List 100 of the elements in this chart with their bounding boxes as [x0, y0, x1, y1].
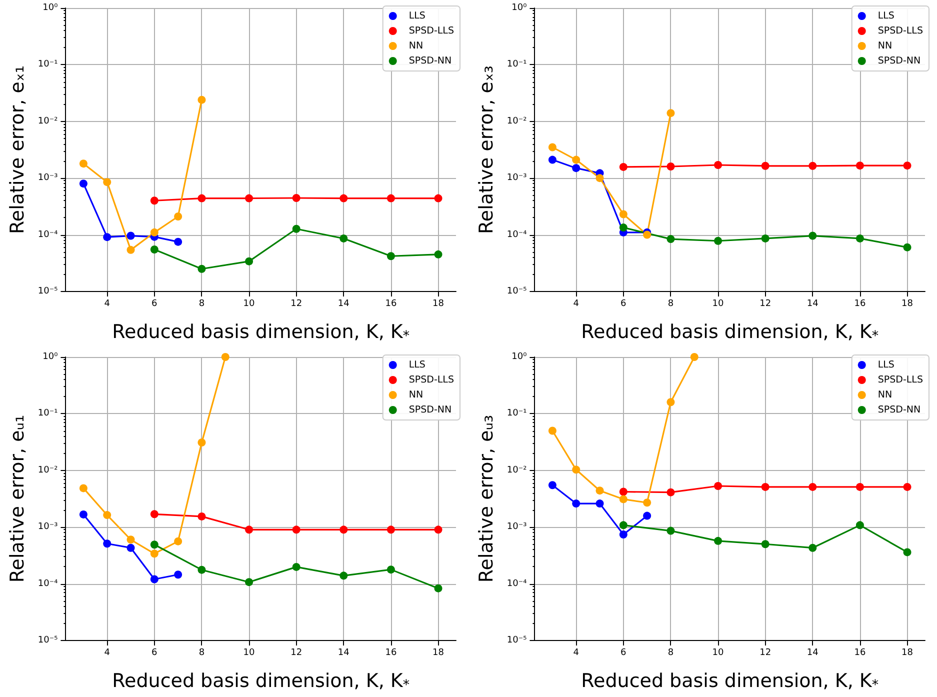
point — [150, 196, 158, 205]
y-tick-label: 10⁻⁴ — [506, 578, 528, 589]
legend-label: SPSD-LLS — [408, 374, 454, 386]
point — [619, 224, 628, 232]
point — [292, 194, 300, 202]
point — [666, 109, 675, 118]
point — [434, 526, 442, 534]
y-tick-label: 10⁻⁵ — [38, 286, 58, 296]
point — [245, 526, 254, 534]
point — [761, 540, 770, 548]
legend-label: NN — [408, 40, 424, 52]
point — [340, 572, 348, 580]
x-axis-title: Reduced basis dimension, K, K* — [581, 670, 879, 693]
point — [150, 510, 158, 518]
point — [761, 162, 770, 170]
legend-label: LLS — [878, 10, 894, 22]
point — [434, 250, 442, 258]
point — [150, 228, 158, 236]
point — [619, 162, 628, 171]
point — [79, 510, 88, 518]
x-tick-label: 12 — [760, 298, 772, 309]
x-tick-label: 18 — [432, 648, 444, 658]
point — [572, 164, 580, 172]
y-tick-label: 10⁻¹ — [506, 60, 528, 70]
point — [174, 537, 182, 546]
point — [761, 482, 770, 491]
point — [150, 550, 158, 558]
legend-label: SPSD-NN — [408, 56, 452, 66]
point — [619, 530, 628, 538]
x-tick-label: 10 — [243, 298, 256, 309]
point — [619, 495, 628, 504]
point — [714, 482, 722, 490]
point — [434, 194, 442, 202]
point — [572, 156, 580, 164]
point — [666, 526, 675, 535]
point — [434, 584, 442, 592]
x-tick-label: 4 — [104, 648, 110, 658]
point — [856, 521, 864, 530]
legend-label: SPSD-LLS — [878, 374, 924, 386]
x-tick-label: 8 — [668, 298, 674, 309]
point — [150, 540, 158, 549]
x-tick-label: 16 — [854, 298, 866, 309]
x-tick-label: 6 — [620, 648, 627, 658]
point — [103, 233, 112, 242]
point — [198, 566, 206, 574]
point — [666, 235, 675, 244]
point — [714, 536, 722, 545]
point — [245, 578, 254, 586]
point — [903, 243, 912, 252]
legend-label: SPSD-NN — [878, 56, 921, 66]
y-tick-label: 10⁻² — [38, 465, 58, 476]
point — [690, 353, 698, 361]
point — [643, 498, 652, 507]
point — [666, 398, 675, 406]
y-tick-label: 10⁻⁵ — [506, 635, 528, 646]
x-tick-label: 6 — [620, 298, 627, 309]
x-tick-label: 14 — [338, 298, 350, 309]
y-tick-label: 10⁻³ — [38, 522, 58, 532]
x-tick-label: 10 — [243, 648, 256, 658]
point — [245, 257, 254, 266]
y-tick-label: 10⁰ — [42, 352, 58, 362]
point — [808, 482, 817, 491]
point — [386, 252, 395, 260]
x-tick-label: 12 — [290, 648, 302, 658]
point — [596, 174, 604, 182]
point — [198, 96, 206, 104]
x-tick-label: 18 — [432, 298, 444, 309]
x-tick-label: 6 — [152, 298, 158, 309]
point — [856, 234, 864, 242]
point — [596, 486, 604, 495]
point — [808, 232, 817, 240]
y-tick-label: 10⁻³ — [506, 173, 528, 184]
point — [548, 426, 556, 435]
x-tick-label: 8 — [198, 648, 205, 658]
point — [856, 162, 864, 170]
point — [548, 481, 556, 490]
legend-label: SPSD-NN — [878, 404, 921, 416]
point — [808, 544, 817, 552]
point — [126, 536, 135, 544]
x-tick-label: 8 — [668, 648, 674, 658]
point — [103, 511, 112, 520]
y-tick-label: 10⁰ — [42, 3, 58, 13]
x-tick-label: 10 — [712, 298, 724, 309]
y-axis-title: Relative error, eₓ₃ — [476, 65, 498, 234]
point — [340, 194, 348, 202]
point — [761, 234, 770, 242]
point — [572, 466, 580, 474]
point — [150, 245, 158, 254]
point — [245, 194, 254, 202]
point — [198, 264, 206, 273]
point — [903, 162, 912, 170]
point — [174, 212, 182, 220]
y-tick-label: 10⁻² — [506, 465, 528, 476]
legend-label: LLS — [878, 360, 894, 370]
legend-label: SPSD-NN — [408, 404, 452, 416]
point — [714, 161, 722, 170]
point — [619, 488, 628, 496]
x-tick-label: 16 — [854, 648, 866, 658]
point — [126, 544, 135, 552]
point — [126, 232, 135, 240]
